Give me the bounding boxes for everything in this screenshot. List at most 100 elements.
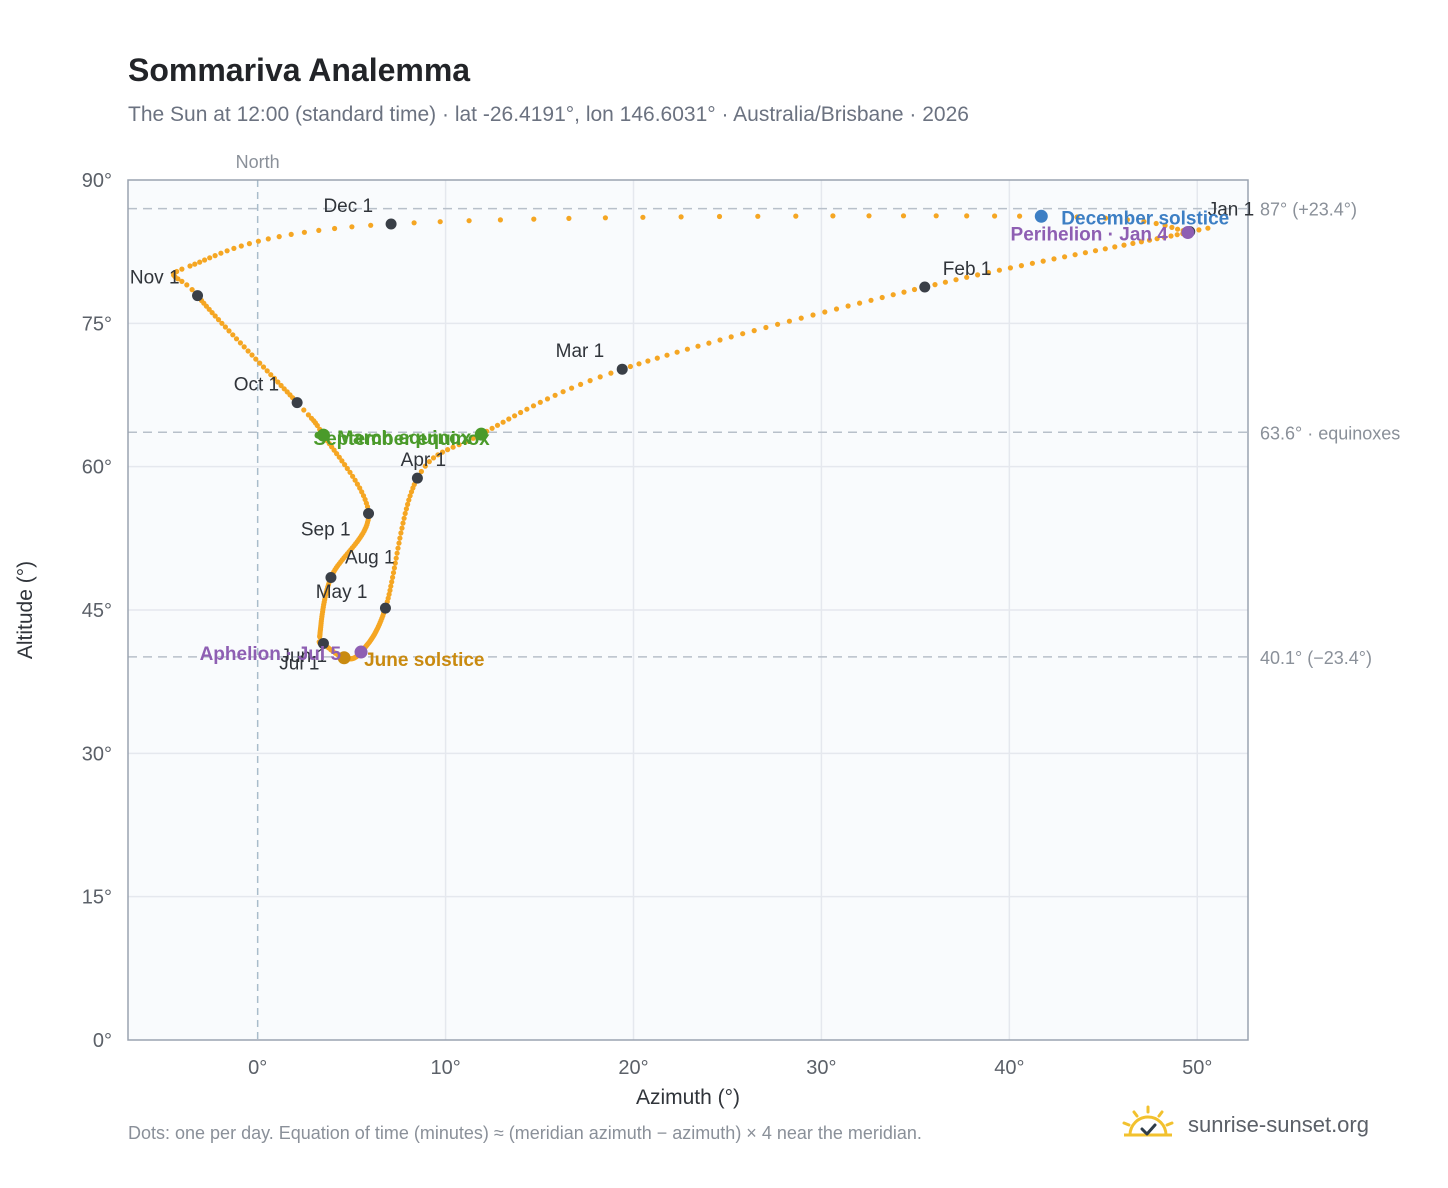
day-dot	[964, 213, 970, 219]
day-dot	[494, 422, 501, 428]
y-axis-label: Altitude (°)	[14, 561, 37, 659]
day-dot	[246, 241, 252, 247]
meridian-label: North	[236, 152, 280, 172]
day-dot	[901, 289, 907, 295]
event-label: Aphelion · Jul 5	[200, 644, 342, 665]
day-dot	[233, 336, 240, 342]
day-dot	[489, 425, 495, 431]
day-dot	[411, 220, 417, 226]
day-dot	[359, 489, 365, 495]
day-dot	[1154, 236, 1160, 242]
day-dot	[275, 379, 281, 385]
day-dot	[253, 356, 259, 362]
day-dot	[740, 331, 746, 337]
day-dot	[276, 234, 282, 240]
sun-logo-icon	[1122, 1105, 1174, 1137]
day-dot	[197, 259, 203, 265]
day-dot	[587, 378, 593, 384]
day-dot	[1102, 215, 1109, 221]
reference-line-label: 63.6° · equinoxes	[1260, 423, 1400, 443]
day-dot	[435, 452, 441, 458]
day-dot	[497, 217, 503, 223]
event-label: September equinox	[313, 429, 490, 450]
day-dot	[544, 396, 551, 402]
day-dot	[500, 419, 506, 425]
month-marker	[379, 602, 391, 614]
day-dot	[184, 282, 190, 288]
day-dot	[212, 253, 218, 259]
day-dot	[1074, 214, 1080, 220]
x-tick-label: 10°	[430, 1057, 460, 1079]
reference-lines: North 87° (+23.4°) 63.6° · equinoxes 40.1° …	[128, 152, 1400, 1040]
axes: 0° 10° 20° 30° 40° 50° 0° 15° 30° 45° 60° 75° 90°	[82, 170, 1213, 1079]
day-dot	[1112, 244, 1118, 250]
day-dot	[422, 463, 428, 469]
day-dot	[511, 413, 518, 419]
day-dot	[430, 455, 437, 461]
day-dot	[833, 306, 840, 312]
day-dot	[394, 550, 400, 556]
month-label: Aug 1	[345, 548, 395, 569]
y-tick-label: 60°	[82, 457, 112, 479]
day-dot	[403, 506, 409, 512]
day-dot	[716, 213, 723, 220]
day-dot	[231, 245, 237, 251]
day-dot	[400, 520, 406, 526]
day-dot	[900, 213, 907, 219]
x-tick-label: 0°	[248, 1057, 267, 1079]
x-tick-label: 20°	[618, 1057, 648, 1079]
day-dot	[645, 358, 651, 364]
day-dot	[445, 447, 451, 453]
y-tick-label: 90°	[82, 170, 112, 192]
x-tick-label: 40°	[994, 1057, 1024, 1079]
footnote: Dots: one per day. Equation of time (min…	[128, 1123, 922, 1143]
day-dot	[396, 540, 402, 546]
day-dot	[518, 409, 524, 416]
brand-name[interactable]: sunrise-sunset.org	[1188, 1112, 1369, 1137]
day-dot	[879, 294, 885, 301]
day-dot	[401, 515, 407, 521]
day-dot	[389, 579, 395, 585]
day-dot	[845, 303, 851, 309]
day-dot	[405, 501, 411, 507]
month-label: Feb 1	[943, 259, 992, 280]
day-dot	[678, 214, 684, 220]
day-dot	[219, 320, 225, 326]
day-dot	[640, 214, 646, 220]
day-dot	[354, 481, 360, 487]
day-dot	[695, 343, 701, 349]
day-dot	[1169, 224, 1175, 230]
event-marker	[1034, 209, 1048, 223]
x-tick-label: 30°	[806, 1057, 836, 1079]
day-dot	[664, 352, 670, 358]
brand[interactable]: sunrise-sunset.org	[1120, 1100, 1369, 1150]
month-marker	[363, 507, 375, 519]
event-label: June solstice	[364, 650, 484, 671]
reference-line-label: 40.1° (−23.4°)	[1260, 648, 1372, 668]
month-label: Oct 1	[234, 375, 279, 396]
day-dot	[1153, 220, 1159, 227]
day-dot	[349, 224, 355, 230]
month-label: Jul 1	[279, 653, 319, 674]
day-dot	[1161, 234, 1167, 240]
day-dot	[1051, 256, 1057, 262]
day-dot	[857, 300, 863, 306]
day-dot	[179, 266, 185, 272]
day-dot	[552, 392, 558, 398]
day-dot	[212, 313, 218, 319]
month-marker	[411, 472, 423, 484]
day-dot	[352, 477, 358, 483]
day-dot	[350, 473, 356, 479]
day-dot	[426, 459, 432, 465]
day-dot	[728, 334, 734, 340]
day-dot	[1082, 250, 1088, 256]
day-dot	[975, 272, 981, 278]
day-dot	[397, 535, 403, 541]
reference-line-label: 87° (+23.4°)	[1260, 200, 1357, 220]
month-label: May 1	[316, 582, 368, 603]
day-dot	[218, 250, 224, 256]
day-dot	[357, 485, 363, 491]
grid	[128, 180, 1248, 1040]
day-dot	[964, 274, 970, 280]
day-dot	[301, 229, 307, 235]
